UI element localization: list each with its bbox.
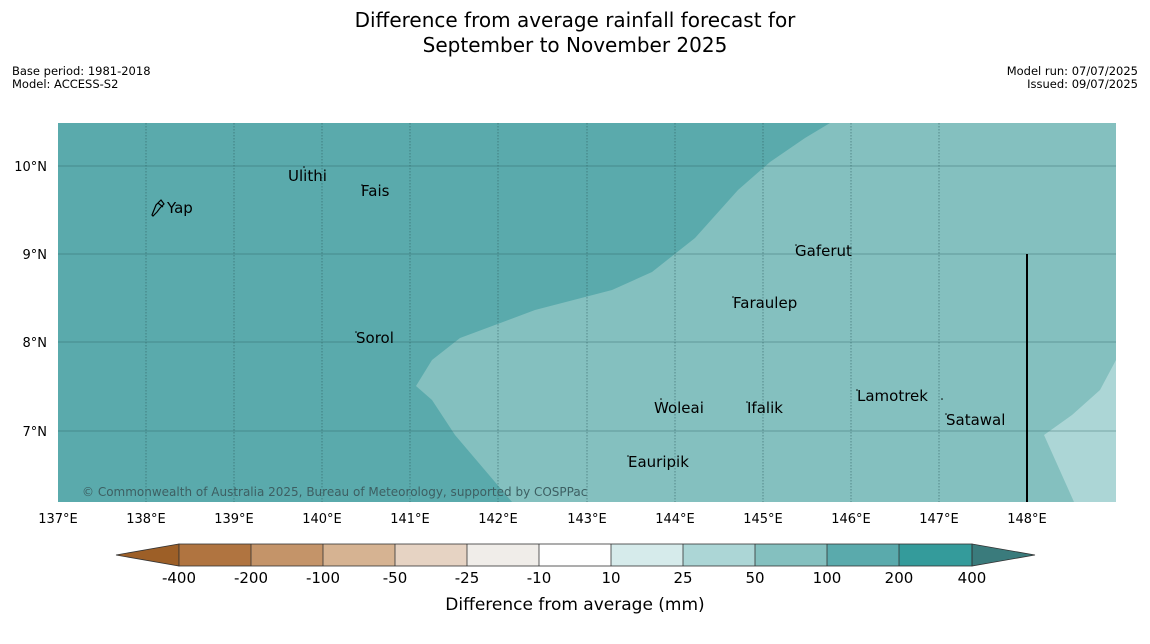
model-text: Model: ACCESS-S2 [12, 77, 119, 91]
title-line-2: September to November 2025 [422, 33, 728, 57]
place-lamotrek: Lamotrek [857, 387, 928, 405]
place-eauripik: Eauripik [628, 453, 689, 471]
island-dot [361, 184, 363, 186]
lon-tick-label: 140°E [302, 512, 342, 527]
lon-tick-label: 142°E [478, 512, 518, 527]
lat-axis: 10°N 9°N 8°N 7°N [14, 160, 47, 440]
place-sorol: Sorol [356, 329, 394, 347]
place-ifalik: Ifalik [747, 399, 783, 417]
lat-gridlines [58, 165, 1116, 432]
island-dot [941, 398, 943, 400]
lon-tick-label: 139°E [214, 512, 254, 527]
title-line-1: Difference from average rainfall forecas… [354, 8, 796, 32]
colorbar-segment [467, 544, 539, 566]
colorbar-segment [827, 544, 899, 566]
meta-right: Model run: 07/07/2025 Issued: 09/07/2025 [1007, 65, 1138, 91]
copyright-text: © Commonwealth of Australia 2025, Bureau… [82, 485, 587, 499]
colorbar-title: Difference from average (mm) [445, 595, 704, 615]
island-dot [660, 398, 662, 400]
island-dot [627, 455, 629, 457]
map-panel: Yap Ulithi Fais Gaferut Faraulep Sorol L… [58, 123, 1116, 502]
colorbar-tick-label: 10 [601, 569, 620, 587]
colorbar-segment [683, 544, 755, 566]
issued-text: Issued: 09/07/2025 [1027, 77, 1138, 91]
colorbar-labels: -400 -200 -100 -50 -25 -10 10 25 50 100 … [162, 569, 986, 587]
colorbar-tick-label: -50 [383, 569, 408, 587]
lat-tick-label: 9°N [23, 248, 48, 263]
colorbar-segment [755, 544, 827, 566]
place-woleai: Woleai [654, 399, 704, 417]
colorbar-tick-label: 25 [673, 569, 692, 587]
colorbar-tick-label: 100 [813, 569, 842, 587]
lon-tick-label: 144°E [655, 512, 695, 527]
colorbar: -400 -200 -100 -50 -25 -10 10 25 50 100 … [115, 543, 1036, 615]
colorbar-segment [899, 544, 972, 566]
colorbar-segment [251, 544, 323, 566]
island-dot [856, 389, 858, 391]
base-period-text: Base period: 1981-2018 [12, 64, 151, 78]
lon-tick-label: 146°E [831, 512, 871, 527]
lat-tick-label: 7°N [23, 425, 48, 440]
colorbar-tick-label: -25 [455, 569, 480, 587]
gridlines [145, 123, 940, 502]
island-dot [746, 401, 748, 403]
colorbar-tick-label: 200 [885, 569, 914, 587]
colorbar-tick-label: 400 [958, 569, 987, 587]
colorbar-tick-label: -10 [527, 569, 552, 587]
colorbar-dividers [178, 543, 973, 567]
colorbar-tick-label: 50 [745, 569, 764, 587]
lon-tick-label: 145°E [743, 512, 783, 527]
colorbar-segment [323, 544, 395, 566]
meta-left: Base period: 1981-2018 Model: ACCESS-S2 [12, 65, 151, 91]
colorbar-tick-label: -100 [306, 569, 340, 587]
place-labels: Yap Ulithi Fais Gaferut Faraulep Sorol L… [166, 166, 1005, 471]
rain-zone-50-100 [416, 123, 1116, 502]
place-gaferut: Gaferut [795, 242, 852, 260]
lon-tick-label: 147°E [919, 512, 959, 527]
colorbar-right-arrow [971, 543, 1036, 567]
place-fais: Fais [361, 182, 390, 200]
colorbar-segment [539, 544, 611, 566]
place-ulithi: Ulithi [288, 167, 327, 185]
lat-tick-label: 10°N [14, 160, 47, 175]
colorbar-segment [179, 544, 251, 566]
map-title: Difference from average rainfall forecas… [0, 8, 1150, 58]
colorbar-segment [395, 544, 467, 566]
island-dot [355, 331, 357, 333]
island-dot [732, 296, 734, 298]
colorbar-tick-label: -400 [162, 569, 196, 587]
colorbar-segment [611, 544, 683, 566]
lat-tick-label: 8°N [23, 336, 48, 351]
island-dot [795, 244, 797, 246]
place-satawal: Satawal [946, 411, 1005, 429]
lon-tick-label: 138°E [126, 512, 166, 527]
model-run-text: Model run: 07/07/2025 [1006, 64, 1138, 78]
lon-tick-label: 143°E [567, 512, 607, 527]
place-faraulep: Faraulep [733, 294, 797, 312]
lon-tick-label: 141°E [390, 512, 430, 527]
lon-tick-label: 148°E [1007, 512, 1047, 527]
place-yap: Yap [166, 199, 193, 217]
lon-axis: 137°E 138°E 139°E 140°E 141°E 142°E 143°… [38, 512, 1047, 527]
island-dot [945, 413, 947, 415]
island-dot [303, 166, 305, 168]
colorbar-tick-label: -200 [234, 569, 268, 587]
colorbar-left-arrow [115, 543, 180, 567]
yap-island-shape [151, 199, 165, 217]
lon-tick-label: 137°E [38, 512, 78, 527]
